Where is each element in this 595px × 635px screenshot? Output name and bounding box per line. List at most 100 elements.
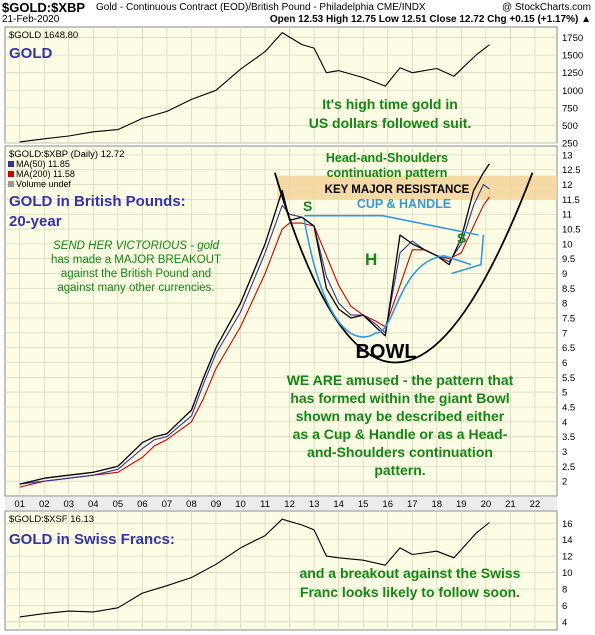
panel-1-background <box>4 26 558 144</box>
panel-3-ytick-label: 4 <box>562 617 567 628</box>
panel-2-ytick-label: 2.5 <box>562 462 575 473</box>
panel-2-ytick-label: 4 <box>562 417 567 428</box>
panel-1-annotation-line: It's high time gold in <box>322 96 458 112</box>
x-tick-label: 10 <box>235 499 246 510</box>
panel-2-ytick-label: 12.5 <box>562 165 581 176</box>
panel-2-ytick-label: 5.5 <box>562 373 575 384</box>
panel-2-ytick-label: 5 <box>562 388 567 399</box>
panel-2-ytick-label: 8 <box>562 299 567 310</box>
x-tick-label: 04 <box>88 499 99 510</box>
panel-2-ytick-label: 11.5 <box>562 195 580 206</box>
panel-2-top-text-line: Head-and-Shoulders <box>326 151 448 165</box>
handle-bottom <box>451 234 485 275</box>
panel-1-ytick-label: 1250 <box>562 68 583 79</box>
chart-date: 21-Feb-2020 <box>2 14 60 25</box>
panel-2-legend-volume: Volume undef <box>16 179 72 189</box>
gold-usd-price-line <box>19 32 490 143</box>
x-tick-label: 07 <box>162 499 173 510</box>
x-tick-label: 11 <box>260 499 270 510</box>
cup-curve <box>303 220 472 338</box>
panel-2-bottom-text-line: as a Cup & Handle or as a Head- <box>293 426 508 442</box>
panel-3-annotation-line: Franc looks likely to follow soon. <box>300 584 520 600</box>
panel-2-bottom-text-line: shown may be described either <box>296 408 505 424</box>
ma50-swatch <box>8 161 14 167</box>
panel-2-ytick-label: 13 <box>562 150 573 161</box>
gold-gbp-price-line <box>19 163 491 485</box>
volume-swatch <box>8 181 14 187</box>
title-row: $GOLD:$XBP Gold - Continuous Contract (E… <box>0 0 595 15</box>
x-tick-label: 05 <box>113 499 124 510</box>
panel-1-ytick-label: 750 <box>562 103 578 114</box>
chart-credit: @ StockCharts.com <box>501 2 591 13</box>
panel-2-title-line: GOLD in British Pounds: <box>9 193 186 210</box>
head-label: H <box>365 250 377 269</box>
panel-1-ytick-label: 250 <box>562 139 578 150</box>
resistance-label: KEY MAJOR RESISTANCE <box>325 184 470 196</box>
x-tick-label: 19 <box>456 499 467 510</box>
cup-handle-label: CUP & HANDLE <box>357 197 451 211</box>
panel-2-bottom-text-line: and-Shoulders continuation <box>307 444 493 460</box>
panel-2-background <box>4 145 558 497</box>
panel-3-legend: $GOLD:$XSF 16.13 <box>9 514 94 525</box>
panel-2-ytick-label: 3 <box>562 447 567 458</box>
x-tick-label: 14 <box>333 499 344 510</box>
panel-2-bottom-text-line: has formed within the giant Bowl <box>290 390 509 406</box>
gold-chf-price-line <box>19 518 490 618</box>
panel-3-ytick-label: 8 <box>562 584 567 595</box>
panel-3-background <box>4 510 558 631</box>
x-tick-label: 03 <box>63 499 74 510</box>
panel-3-annotation-line: and a breakout against the Swiss <box>300 565 521 581</box>
x-tick-label: 09 <box>211 499 222 510</box>
bowl-curve <box>274 172 534 364</box>
x-tick-label: 15 <box>358 499 369 510</box>
panel-2-bottom-text-line: WE ARE amused - the pattern that <box>287 372 514 388</box>
panel-2-ytick-label: 10.5 <box>562 225 581 236</box>
handle-neckline <box>304 214 479 236</box>
x-tick-label: 12 <box>284 499 295 510</box>
panel-2-left-text-line: SEND HER VICTORIOUS - gold <box>53 240 220 252</box>
panel-3-ytick-label: 14 <box>562 535 573 546</box>
x-tick-label: 06 <box>137 499 148 510</box>
panel-2-ytick-label: 4.5 <box>562 403 575 414</box>
panel-2-ytick-label: 3.5 <box>562 432 575 443</box>
left-shoulder-label: S <box>303 198 312 214</box>
panel-3-title: GOLD in Swiss Francs: <box>9 531 175 548</box>
panel-2-left-text-line: against the British Pound and <box>61 268 211 280</box>
x-tick-label: 16 <box>382 499 393 510</box>
x-tick-label: 17 <box>407 499 418 510</box>
panel-1-ytick-label: 1000 <box>562 86 583 97</box>
panel-2-top-text-line: continuation pattern <box>327 166 448 180</box>
panel-2-left-text-line: has made a MAJOR BREAKOUT <box>51 254 221 266</box>
panel-3-ytick-label: 10 <box>562 568 573 579</box>
ohlc-readout: Open 12.53 High 12.75 Low 12.51 Close 12… <box>269 14 591 25</box>
panel-1-ytick-label: 500 <box>562 121 578 132</box>
x-tick-label: 18 <box>431 499 442 510</box>
chart-description: Gold - Continuous Contract (EOD)/British… <box>96 2 426 13</box>
panel-2-legend-ma50: MA(50) 11.85 <box>16 159 70 169</box>
ma200-swatch <box>8 171 14 177</box>
x-tick-label: 21 <box>505 499 516 510</box>
panel-2-title-line: 20-year <box>9 213 62 230</box>
right-shoulder-label: S <box>457 230 466 246</box>
x-axis-strip <box>5 497 557 510</box>
panel-3-ytick-label: 12 <box>562 552 573 563</box>
x-tick-label: 02 <box>39 499 50 510</box>
panel-2-legend-price: $GOLD:$XBP (Daily) 12.72 <box>9 149 124 160</box>
x-tick-label: 22 <box>530 499 541 510</box>
panel-1-legend: $GOLD 1648.80 <box>9 30 78 41</box>
panel-1-title: GOLD <box>9 45 52 62</box>
panel-2-bottom-text-line: pattern. <box>374 462 425 478</box>
panel-2-ytick-label: 9.5 <box>562 254 575 265</box>
x-tick-label: 20 <box>481 499 492 510</box>
x-tick-label: 01 <box>14 499 25 510</box>
panel-2-ytick-label: 10 <box>562 239 573 250</box>
panel-2-ytick-label: 11 <box>562 210 572 221</box>
panel-2-ytick-label: 7 <box>562 328 567 339</box>
panel-3-ytick-label: 6 <box>562 601 567 612</box>
date-row: 21-Feb-2020 Open 12.53 High 12.75 Low 12… <box>0 14 595 26</box>
panel-2-ytick-label: 2 <box>562 477 567 488</box>
panel-2-left-text-line: against many other currencies. <box>57 282 214 294</box>
panel-2-ytick-label: 6 <box>562 358 567 369</box>
panel-2-ytick-label: 12 <box>562 180 573 191</box>
